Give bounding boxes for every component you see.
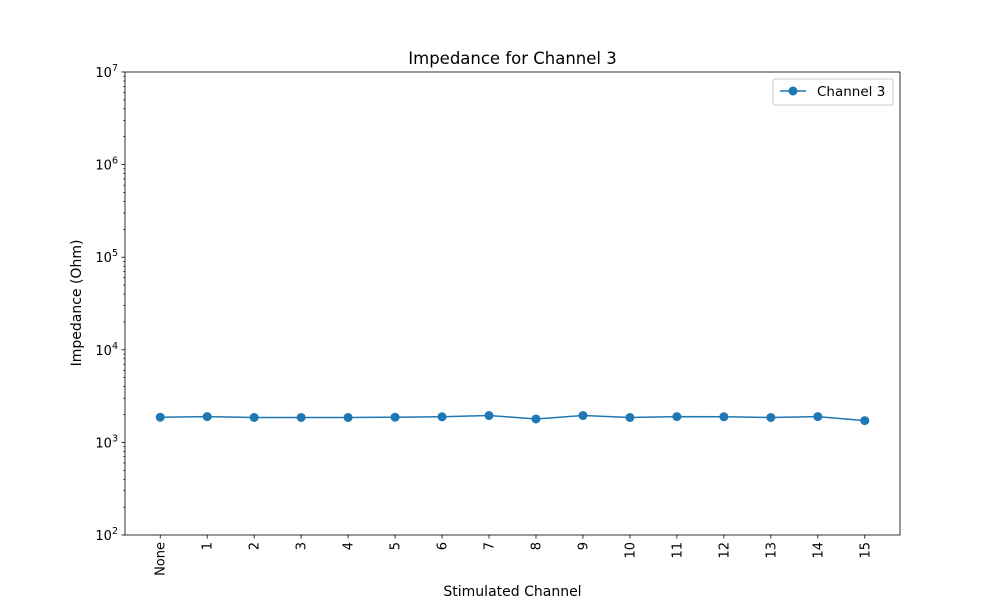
y-tick-label: 103 xyxy=(95,433,118,451)
data-point xyxy=(672,412,682,422)
y-tick-label: 105 xyxy=(95,248,118,266)
y-tick-label: 106 xyxy=(95,156,118,174)
data-point xyxy=(249,412,259,422)
y-axis-title: Impedance (Ohm) xyxy=(69,240,85,367)
data-point xyxy=(766,412,776,422)
data-point xyxy=(860,416,870,426)
data-point xyxy=(719,412,729,422)
x-tick-label: 5 xyxy=(389,542,404,550)
data-point xyxy=(343,412,353,422)
x-tick-label: 1 xyxy=(201,542,216,550)
x-tick-label: 8 xyxy=(529,542,544,550)
y-tick-label: 102 xyxy=(95,526,118,544)
x-axis-title: Stimulated Channel xyxy=(443,584,581,600)
x-tick-label: 3 xyxy=(295,542,310,550)
series-line xyxy=(160,414,865,422)
chart-title: Impedance for Channel 3 xyxy=(408,49,617,68)
x-tick-label: 2 xyxy=(248,542,263,550)
data-point xyxy=(625,412,635,422)
x-tick-label: 10 xyxy=(623,542,638,559)
legend: Channel 3 xyxy=(772,78,894,106)
x-tick-label: 6 xyxy=(436,542,451,550)
x-tick-label: 11 xyxy=(670,542,685,559)
legend-label: Channel 3 xyxy=(817,84,885,100)
x-tick-label: 9 xyxy=(576,542,591,550)
x-tick-label: None xyxy=(154,542,169,576)
x-tick-label: 13 xyxy=(764,542,779,559)
data-point xyxy=(531,414,541,424)
data-point xyxy=(296,412,306,422)
data-point xyxy=(390,412,400,422)
legend-marker-swatch xyxy=(788,86,798,96)
x-tick-label: 4 xyxy=(342,542,357,550)
data-point xyxy=(202,412,212,422)
x-tick-label: 15 xyxy=(858,542,873,559)
data-point xyxy=(813,412,823,422)
plot-frame xyxy=(124,71,901,536)
data-point xyxy=(578,411,588,421)
data-point xyxy=(437,412,447,422)
y-tick-label: 107 xyxy=(95,63,118,81)
x-tick-label: 12 xyxy=(717,542,732,559)
legend-frame xyxy=(772,78,894,106)
x-tick-label: 7 xyxy=(483,542,498,550)
y-tick-label: 104 xyxy=(95,341,118,359)
data-point xyxy=(484,411,494,421)
data-point xyxy=(155,412,165,422)
x-tick-label: 14 xyxy=(811,542,826,559)
